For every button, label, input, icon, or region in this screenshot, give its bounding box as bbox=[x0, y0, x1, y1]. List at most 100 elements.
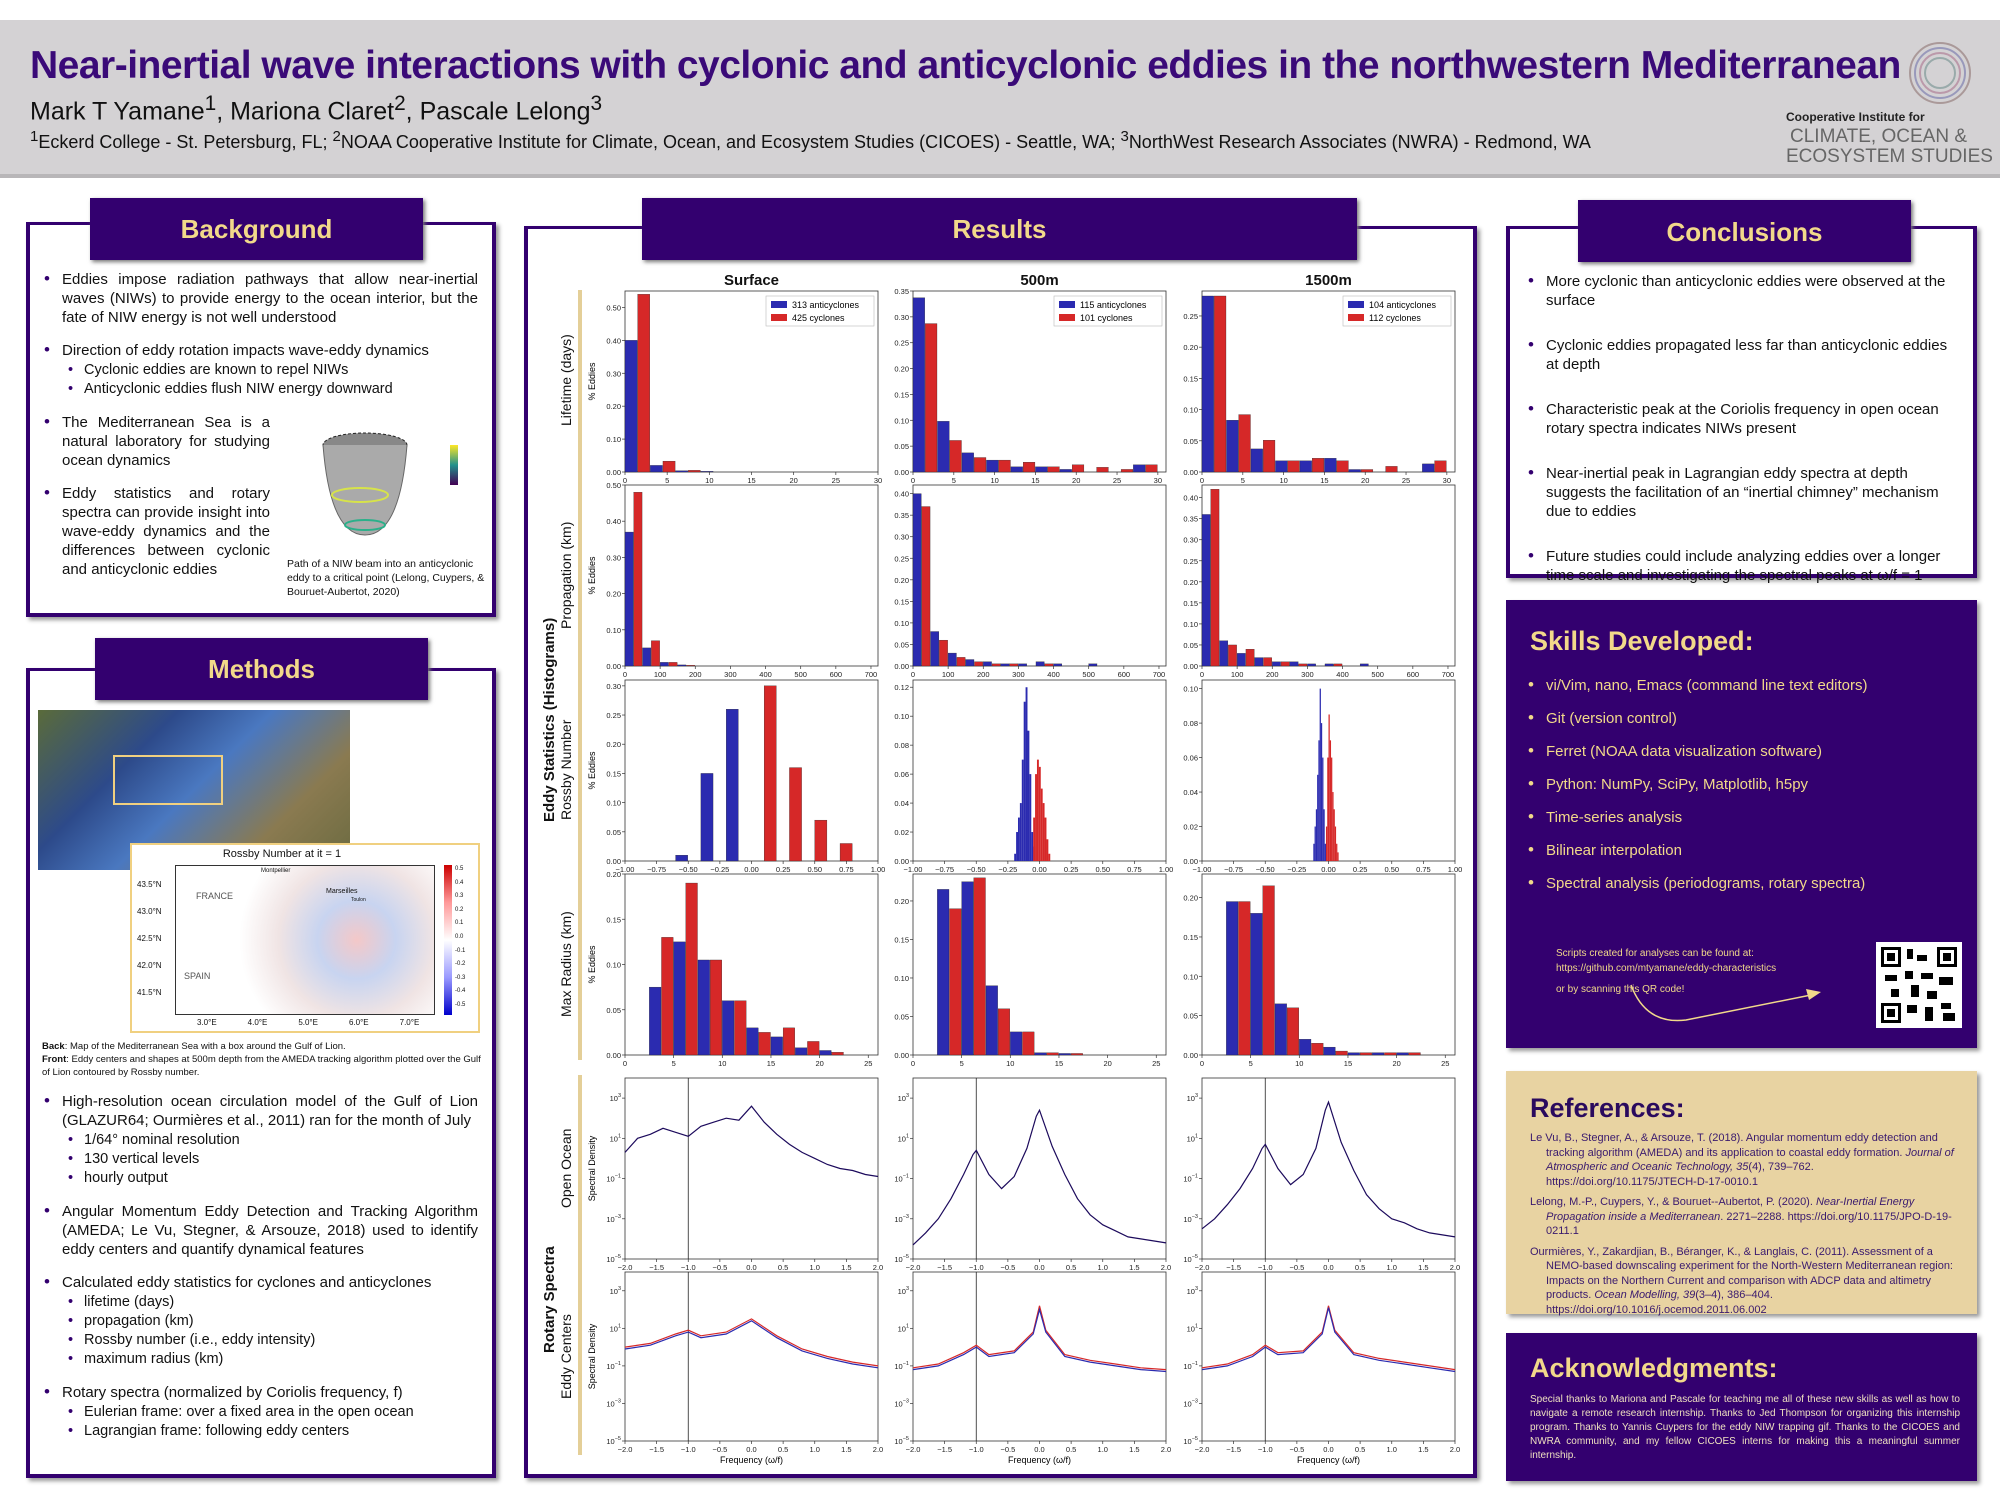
x-tick-label: 0 bbox=[623, 476, 627, 485]
x-tick-label: 700 bbox=[1442, 670, 1455, 679]
chart-panel: −2.0 −1.5 −1.0 −0.5 0.0 0.5 1.0 1.5 2.0 10−5 10−3 1… bbox=[894, 1271, 1171, 1465]
y-tick-label: 0.40 bbox=[894, 490, 909, 499]
exponent: −5 bbox=[1192, 1436, 1198, 1442]
anticyclones-bar bbox=[819, 1050, 832, 1056]
y-tick-label: 0.00 bbox=[606, 468, 621, 477]
y-tick-label: 0.20 bbox=[1183, 343, 1198, 352]
anticyclones-bar bbox=[1236, 653, 1246, 667]
cyclones-bar bbox=[1042, 803, 1045, 861]
x-tick-label: −1.0 bbox=[681, 1445, 696, 1454]
conclusions-heading: Conclusions bbox=[1578, 200, 1911, 262]
y-tick-label: 0.00 bbox=[1183, 468, 1198, 477]
x-tick-label: 5 bbox=[665, 476, 669, 485]
x-tick-label: −2.0 bbox=[1195, 1263, 1210, 1272]
x-tick-label: 600 bbox=[830, 670, 843, 679]
y-tick-label: 0.00 bbox=[894, 468, 909, 477]
logo-text: Cooperative Institute for bbox=[1786, 110, 1925, 124]
y-tick-label: 0.30 bbox=[606, 553, 621, 562]
anticyclones-bar bbox=[1058, 1053, 1071, 1056]
exponent: −3 bbox=[903, 1214, 909, 1220]
cyclones-bar bbox=[1263, 440, 1276, 473]
x-tick-label: −0.25 bbox=[1287, 865, 1306, 874]
cyclones-bar bbox=[949, 908, 962, 1056]
x-tick-label: 2.0 bbox=[873, 1263, 883, 1272]
references-panel: References: Le Vu, B., Stegner, A., & Ar… bbox=[1506, 1071, 1977, 1316]
background-heading: Background bbox=[90, 198, 423, 260]
x-tick-label: 2.0 bbox=[1450, 1263, 1460, 1272]
x-tick-label: 700 bbox=[1153, 670, 1166, 679]
x-tick-label: 0.25 bbox=[776, 865, 791, 874]
anticyclones-bar bbox=[1299, 460, 1312, 473]
y-tick-label: 0.02 bbox=[894, 828, 909, 837]
x-tick-label: 0.5 bbox=[1355, 1445, 1365, 1454]
qr-code[interactable] bbox=[1876, 942, 1962, 1028]
cyclones-bar bbox=[1262, 885, 1275, 1056]
anticyclones-bar bbox=[649, 986, 662, 1056]
anticyclones-bar bbox=[912, 297, 925, 473]
references-heading: References: bbox=[1530, 1093, 1685, 1123]
legend-label: 112 cyclones bbox=[1369, 313, 1421, 323]
legend-label: 101 cyclones bbox=[1080, 313, 1133, 323]
methods-bullet: Rotary spectra (normalized by Coriolis f… bbox=[38, 1382, 478, 1441]
x-tick-label: −0.25 bbox=[710, 865, 729, 874]
anticyclones-bar bbox=[1226, 901, 1239, 1056]
cyclones-bar bbox=[1070, 1053, 1083, 1056]
exponent: 1 bbox=[1195, 1323, 1198, 1329]
cyclones-bar bbox=[686, 665, 695, 667]
x-tick-label: 15 bbox=[767, 1059, 775, 1068]
x-tick-label: 5 bbox=[1249, 1059, 1253, 1068]
anticyclones-bar bbox=[1324, 843, 1326, 861]
cyclones-bar bbox=[668, 662, 678, 667]
legend-swatch bbox=[1348, 314, 1364, 321]
github-link[interactable]: https://github.com/mtyamane/eddy-charact… bbox=[1556, 963, 1777, 974]
anticyclones-bar bbox=[1315, 809, 1318, 861]
anticyclones-bar bbox=[1014, 853, 1017, 861]
skills-heading: Skills Developed: bbox=[1530, 626, 1754, 656]
chart-panel: −2.0 −1.5 −1.0 −0.5 0.0 0.5 1.0 1.5 2.0 10−5 10−3 1… bbox=[1183, 1271, 1460, 1465]
x-tick-label: 1.5 bbox=[1129, 1445, 1139, 1454]
x-tick-label: 2.0 bbox=[1450, 1445, 1460, 1454]
chart-panel: −2.0 −1.5 −1.0 −0.5 0.0 0.5 1.0 1.5 2.0 10−5 10−3 1… bbox=[587, 1271, 883, 1465]
background-bullet: Eddy statistics and rotary spectra can p… bbox=[38, 483, 270, 579]
x-tick-label: −1.0 bbox=[1258, 1445, 1273, 1454]
anticyclones-bar bbox=[673, 941, 686, 1056]
y-tick-label: 101 bbox=[610, 1323, 621, 1333]
y-tick-label: 0.10 bbox=[894, 619, 909, 628]
skill-item: Time-series analysis bbox=[1522, 807, 1962, 827]
y-axis-label: Spectral Density bbox=[587, 1323, 597, 1389]
exponent: −1 bbox=[903, 1174, 909, 1180]
y-tick-label: 0.35 bbox=[894, 287, 909, 296]
anticyclones-bar bbox=[722, 1000, 735, 1056]
cyclones-bar bbox=[1385, 466, 1398, 473]
anticyclones-bar bbox=[1034, 1052, 1047, 1056]
x-tick-label: 0.75 bbox=[1127, 865, 1142, 874]
y-tick-label: 103 bbox=[610, 1286, 621, 1296]
plot-frame bbox=[912, 484, 1167, 667]
y-tick-label: 10−1 bbox=[606, 1174, 621, 1184]
x-tick-label: 0 bbox=[911, 670, 915, 679]
cyclones-bar bbox=[807, 1041, 820, 1056]
x-tick-label: 1.00 bbox=[871, 865, 886, 874]
x-tick-label: −0.75 bbox=[647, 865, 666, 874]
x-tick-label: −1.5 bbox=[1226, 1263, 1241, 1272]
x-tick-label: 20 bbox=[1361, 476, 1369, 485]
x-tick-label: −0.5 bbox=[712, 1263, 727, 1272]
anticyclones-bar bbox=[697, 959, 710, 1056]
y-tick-label: 0.15 bbox=[606, 769, 621, 778]
y-tick-label: 0.25 bbox=[894, 339, 909, 348]
background-content: Eddies impose radiation pathways that al… bbox=[38, 269, 478, 593]
author-sup: 3 bbox=[590, 92, 603, 115]
spectrum-spectrum-line bbox=[912, 1108, 1167, 1246]
poster-header: Near-inertial wave interactions with cyc… bbox=[0, 20, 2000, 178]
y-tick-label: 0.00 bbox=[606, 662, 621, 671]
x-tick-label: 15 bbox=[1320, 476, 1328, 485]
anticyclones-bar bbox=[961, 452, 974, 473]
map-plot-area: FRANCE SPAIN Montpellier Marseilles Toul… bbox=[175, 865, 435, 1015]
anticyclones-bar bbox=[1314, 826, 1316, 861]
anticyclones-bar bbox=[1372, 1052, 1385, 1056]
cyclones-bar bbox=[1336, 460, 1349, 473]
logo-text: ECOSYSTEM STUDIES bbox=[1786, 146, 1993, 167]
spectrum-spectrum-line bbox=[1201, 1100, 1456, 1238]
background-bullet: Direction of eddy rotation impacts wave-… bbox=[38, 340, 478, 399]
lat-ticks: 43.5°N 43.0°N 42.5°N 42.0°N 41.5°N bbox=[137, 880, 162, 997]
